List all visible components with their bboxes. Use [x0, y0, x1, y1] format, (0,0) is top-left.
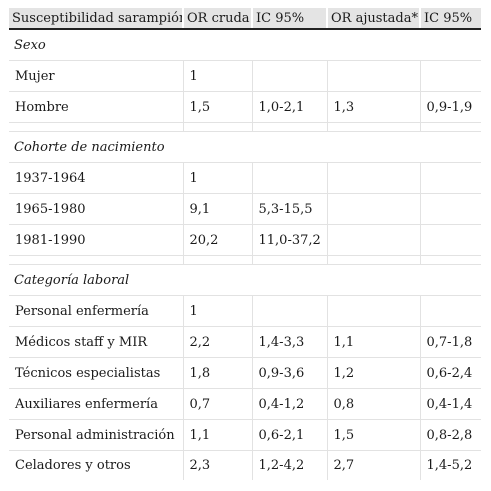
spacer-cell [182, 255, 252, 265]
adjusted-or-cell [326, 193, 420, 225]
row-label: Hombre [9, 91, 183, 123]
row-label: Médicos staff y MIR [9, 326, 183, 358]
crude-or-cell: 1,5 [182, 91, 252, 123]
crude-or-cell: 1 [182, 60, 252, 92]
row-label: 1981-1990 [9, 224, 183, 256]
section-header-row: Categoría laboral [9, 264, 481, 296]
adjusted-or-cell [326, 295, 420, 327]
section-title: Sexo [9, 28, 481, 61]
header-crude-ci: IC 95% [251, 8, 327, 30]
adjusted-or-cell: 2,7 [326, 450, 420, 480]
header-adjusted-or: OR ajustada* [326, 8, 420, 30]
header-row: Susceptibilidad sarampión OR cruda IC 95… [9, 8, 481, 30]
crude-ci-cell [251, 162, 327, 194]
adjusted-ci-cell: 0,6-2,4 [419, 357, 481, 389]
table-row: Técnicos especialistas 1,8 0,9-3,6 1,2 0,6-2… [9, 357, 481, 389]
crude-or-cell: 20,2 [182, 224, 252, 256]
adjusted-or-cell [326, 224, 420, 256]
adjusted-ci-cell: 0,7-1,8 [419, 326, 481, 358]
crude-ci-cell: 0,6-2,1 [251, 419, 327, 451]
row-label: 1965-1980 [9, 193, 183, 225]
adjusted-ci-cell: 0,9-1,9 [419, 91, 481, 123]
row-label: Celadores y otros [9, 450, 183, 480]
adjusted-ci-cell [419, 193, 481, 225]
crude-ci-cell: 1,2-4,2 [251, 450, 327, 480]
row-label: Mujer [9, 60, 183, 92]
adjusted-or-cell: 1,5 [326, 419, 420, 451]
crude-ci-cell [251, 295, 327, 327]
crude-or-cell: 9,1 [182, 193, 252, 225]
row-label: 1937-1964 [9, 162, 183, 194]
adjusted-or-cell: 1,3 [326, 91, 420, 123]
section-header-row: Cohorte de nacimiento [9, 131, 481, 163]
crude-ci-cell [251, 60, 327, 92]
table-row: 1981-1990 20,2 11,0-37,2 [9, 224, 481, 256]
crude-or-cell: 2,2 [182, 326, 252, 358]
section-spacer [9, 255, 481, 265]
row-label: Personal enfermería [9, 295, 183, 327]
crude-or-cell: 1 [182, 162, 252, 194]
section-title: Categoría laboral [9, 264, 481, 296]
crude-ci-cell: 0,9-3,6 [251, 357, 327, 389]
adjusted-ci-cell [419, 295, 481, 327]
row-label: Personal administración [9, 419, 183, 451]
section-spacer [9, 122, 481, 132]
spacer-cell [326, 122, 420, 132]
adjusted-ci-cell [419, 162, 481, 194]
crude-or-cell: 1,8 [182, 357, 252, 389]
adjusted-or-cell [326, 162, 420, 194]
table-row: Personal administración 1,1 0,6-2,1 1,5 0,8-… [9, 419, 481, 451]
spacer-cell [9, 122, 183, 132]
odds-ratio-table: Susceptibilidad sarampión OR cruda IC 95… [9, 8, 481, 480]
adjusted-or-cell: 1,2 [326, 357, 420, 389]
crude-or-cell: 2,3 [182, 450, 252, 480]
adjusted-ci-cell [419, 224, 481, 256]
adjusted-ci-cell: 0,8-2,8 [419, 419, 481, 451]
spacer-cell [326, 255, 420, 265]
table-row: Mujer 1 [9, 60, 481, 92]
crude-ci-cell: 1,4-3,3 [251, 326, 327, 358]
table-row: Personal enfermería 1 [9, 295, 481, 327]
table-row: Hombre 1,5 1,0-2,1 1,3 0,9-1,9 [9, 91, 481, 123]
spacer-cell [251, 122, 327, 132]
adjusted-ci-cell [419, 60, 481, 92]
crude-ci-cell: 0,4-1,2 [251, 388, 327, 420]
spacer-cell [9, 255, 183, 265]
spacer-cell [419, 255, 481, 265]
table-row: Médicos staff y MIR 2,2 1,4-3,3 1,1 0,7-1,8 [9, 326, 481, 358]
header-variable: Susceptibilidad sarampión [9, 8, 183, 30]
adjusted-or-cell: 1,1 [326, 326, 420, 358]
adjusted-ci-cell: 1,4-5,2 [419, 450, 481, 480]
crude-or-cell: 0,7 [182, 388, 252, 420]
spacer-cell [419, 122, 481, 132]
section-title: Cohorte de nacimiento [9, 131, 481, 163]
table-body: Sexo Mujer 1 Hombre 1,5 1,0-2,1 1,3 0,9-1,9 Coho… [9, 28, 481, 480]
adjusted-ci-cell: 0,4-1,4 [419, 388, 481, 420]
crude-or-cell: 1,1 [182, 419, 252, 451]
header-crude-or: OR cruda [182, 8, 252, 30]
row-label: Auxiliares enfermería [9, 388, 183, 420]
adjusted-or-cell [326, 60, 420, 92]
crude-or-cell: 1 [182, 295, 252, 327]
row-label: Técnicos especialistas [9, 357, 183, 389]
table-row: 1965-1980 9,1 5,3-15,5 [9, 193, 481, 225]
crude-ci-cell: 5,3-15,5 [251, 193, 327, 225]
section-header-row: Sexo [9, 28, 481, 61]
spacer-cell [182, 122, 252, 132]
adjusted-or-cell: 0,8 [326, 388, 420, 420]
table-row: 1937-1964 1 [9, 162, 481, 194]
table-row: Auxiliares enfermería 0,7 0,4-1,2 0,8 0,4-1,… [9, 388, 481, 420]
crude-ci-cell: 11,0-37,2 [251, 224, 327, 256]
spacer-cell [251, 255, 327, 265]
table-row: Celadores y otros 2,3 1,2-4,2 2,7 1,4-5,2 [9, 450, 481, 480]
crude-ci-cell: 1,0-2,1 [251, 91, 327, 123]
header-adjusted-ci: IC 95% [419, 8, 481, 30]
